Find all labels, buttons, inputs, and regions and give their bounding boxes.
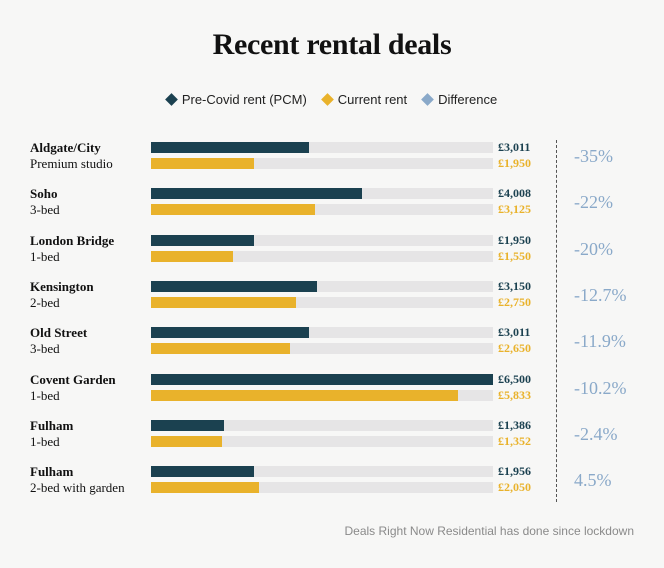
row-property-type: 1-bed bbox=[30, 387, 60, 403]
footnote: Deals Right Now Residential has done sin… bbox=[344, 524, 635, 538]
pre-covid-bar bbox=[151, 142, 310, 153]
row-location: Aldgate/City bbox=[30, 140, 101, 155]
pre-covid-value: £6,500 bbox=[498, 371, 531, 386]
row-property-type: Premium studio bbox=[30, 156, 113, 171]
chart-legend: Pre-Covid rent (PCM) Current rent Differen… bbox=[0, 92, 664, 107]
row-location: Fulham bbox=[30, 417, 74, 433]
pre-covid-bar bbox=[151, 280, 317, 292]
pre-covid-bar bbox=[151, 188, 362, 200]
difference-value: -10.2% bbox=[574, 377, 627, 398]
pre-covid-value: £1,386 bbox=[498, 417, 531, 432]
current-rent-value: £1,550 bbox=[498, 248, 531, 263]
chart-row: Covent Garden 1-bed £6,500 £5,833 -10.2% bbox=[0, 372, 664, 418]
current-rent-track bbox=[151, 204, 493, 216]
legend-label: Difference bbox=[438, 92, 498, 107]
pre-covid-value: £3,011 bbox=[498, 325, 531, 340]
current-rent-value: £3,125 bbox=[498, 202, 531, 217]
current-rent-bar bbox=[151, 250, 233, 262]
current-rent-bar bbox=[151, 389, 458, 401]
chart-row: Fulham 2-bed with garden £1,956 £2,050 4.5% bbox=[0, 464, 664, 510]
difference-value: 4.5% bbox=[574, 470, 612, 491]
pre-covid-track bbox=[151, 419, 493, 431]
pre-covid-bar bbox=[151, 327, 310, 339]
current-rent-track bbox=[151, 343, 493, 355]
difference-value: -2.4% bbox=[574, 423, 618, 444]
row-location: Soho bbox=[30, 186, 58, 202]
current-rent-bar bbox=[151, 158, 254, 169]
current-rent-value: £2,750 bbox=[498, 294, 531, 309]
current-rent-value: £5,833 bbox=[498, 387, 531, 402]
pre-covid-bar bbox=[151, 466, 254, 478]
row-location: Covent Garden bbox=[30, 371, 116, 387]
current-rent-track bbox=[151, 389, 493, 401]
row-property-type: 3-bed bbox=[30, 202, 60, 218]
legend-item: Difference bbox=[421, 92, 498, 107]
row-property-type: 2-bed bbox=[30, 294, 60, 310]
pre-covid-value: £3,150 bbox=[498, 278, 531, 293]
current-rent-value: £1,352 bbox=[498, 433, 531, 448]
chart-row: London Bridge 1-bed £1,950 £1,550 -20% bbox=[0, 233, 664, 279]
difference-value: -35% bbox=[574, 146, 613, 166]
pre-covid-track bbox=[151, 280, 493, 292]
pre-covid-value: £1,950 bbox=[498, 232, 531, 247]
chart-title: Recent rental deals bbox=[212, 28, 452, 61]
chart-row: Kensington 2-bed £3,150 £2,750 -12.7% bbox=[0, 279, 664, 325]
legend-swatch-icon bbox=[164, 93, 178, 106]
pre-covid-track bbox=[151, 188, 493, 200]
legend-item: Current rent bbox=[320, 92, 408, 107]
current-rent-value: £2,050 bbox=[498, 480, 531, 495]
difference-value: -20% bbox=[574, 238, 613, 259]
current-rent-track bbox=[151, 296, 493, 308]
pre-covid-bar bbox=[151, 373, 493, 385]
pre-covid-track bbox=[151, 466, 493, 478]
row-property-type: 2-bed with garden bbox=[30, 480, 125, 496]
current-rent-bar bbox=[151, 296, 296, 308]
difference-divider bbox=[556, 140, 557, 502]
pre-covid-track bbox=[151, 373, 493, 385]
difference-value: -22% bbox=[574, 192, 613, 213]
current-rent-bar bbox=[151, 482, 259, 494]
chart-row: Fulham 1-bed £1,386 £1,352 -2.4% bbox=[0, 418, 664, 464]
legend-label: Current rent bbox=[337, 92, 408, 107]
row-property-type: 1-bed bbox=[30, 433, 60, 449]
legend-swatch-icon bbox=[320, 93, 334, 106]
chart-row: Soho 3-bed £4,008 £3,125 -22% bbox=[0, 186, 664, 232]
row-location: Fulham bbox=[30, 464, 74, 480]
pre-covid-value: £1,956 bbox=[498, 464, 531, 479]
row-property-type: 1-bed bbox=[30, 248, 60, 264]
current-rent-track bbox=[151, 158, 493, 169]
chart-row: Aldgate/City Premium studio £3,011 £1,950 -3… bbox=[0, 140, 664, 186]
current-rent-track bbox=[151, 482, 493, 494]
difference-value: -11.9% bbox=[574, 331, 626, 352]
row-location: Old Street bbox=[30, 325, 88, 341]
chart-row: Old Street 3-bed £3,011 £2,650 -11.9% bbox=[0, 325, 664, 371]
current-rent-value: £2,650 bbox=[498, 341, 531, 356]
row-location: London Bridge bbox=[30, 232, 115, 248]
current-rent-bar bbox=[151, 435, 223, 447]
pre-covid-value: £3,011 bbox=[498, 140, 531, 154]
current-rent-track bbox=[151, 435, 493, 447]
pre-covid-track bbox=[151, 142, 493, 153]
legend-label: Pre-Covid rent (PCM) bbox=[181, 92, 307, 107]
current-rent-track bbox=[151, 250, 493, 262]
pre-covid-bar bbox=[151, 234, 254, 246]
current-rent-value: £1,950 bbox=[498, 156, 531, 170]
pre-covid-track bbox=[151, 327, 493, 339]
legend-item: Pre-Covid rent (PCM) bbox=[164, 92, 307, 107]
difference-value: -12.7% bbox=[574, 284, 627, 305]
current-rent-bar bbox=[151, 204, 316, 216]
legend-swatch-icon bbox=[421, 93, 435, 106]
pre-covid-track bbox=[151, 234, 493, 246]
current-rent-bar bbox=[151, 343, 291, 355]
row-property-type: 3-bed bbox=[30, 341, 60, 357]
row-location: Kensington bbox=[30, 278, 94, 294]
pre-covid-value: £4,008 bbox=[498, 186, 531, 201]
pre-covid-bar bbox=[151, 419, 224, 431]
